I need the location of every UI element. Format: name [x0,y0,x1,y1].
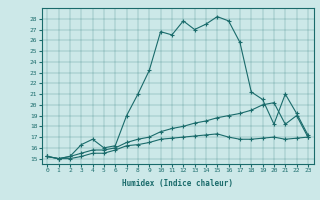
X-axis label: Humidex (Indice chaleur): Humidex (Indice chaleur) [122,179,233,188]
